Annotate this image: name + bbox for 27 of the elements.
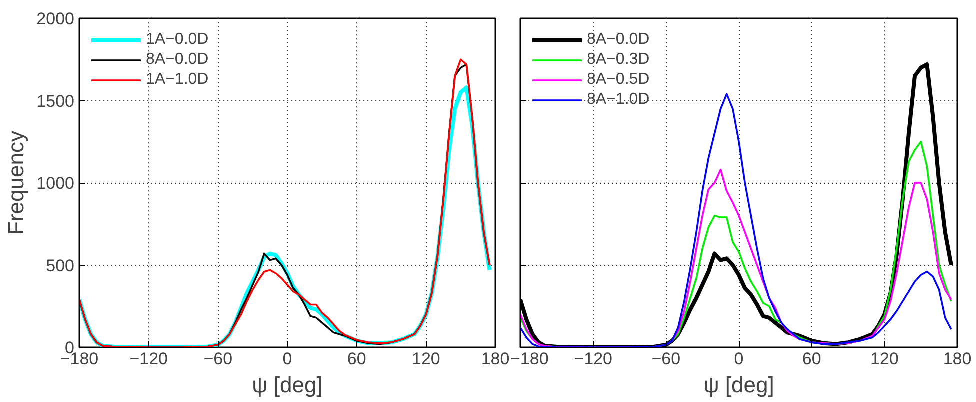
x-tick-label: 180 [481, 350, 510, 368]
y-tick-label: 2000 [36, 10, 75, 28]
y-axis-title: Frequency [4, 131, 29, 235]
legend-label: 8A−0.5D [587, 71, 650, 89]
legend-label: 8A−0.3D [587, 51, 650, 69]
y-tick-label: 1500 [36, 92, 75, 111]
x-tick-label: −60 [652, 350, 681, 368]
legend-label: 1A−0.0D [146, 31, 209, 49]
x-tick-label: 0 [282, 350, 292, 368]
x-axis-title: ψ [deg] [704, 372, 774, 398]
legend-label: 8A−1.0D [587, 91, 650, 109]
x-tick-label: −120 [574, 350, 612, 368]
x-tick-label: 60 [802, 350, 822, 368]
legend-label: 8A−0.0D [587, 31, 650, 49]
x-tick-label: 180 [943, 350, 972, 368]
y-tick-label: 1000 [36, 174, 75, 193]
x-tick-label: −180 [510, 350, 549, 368]
x-tick-label: 120 [870, 350, 899, 368]
x-tick-label: −120 [130, 350, 168, 368]
x-tick-label: −60 [204, 350, 233, 368]
x-tick-label: 60 [347, 350, 366, 368]
legend-label: 8A−0.0D [146, 51, 209, 69]
x-tick-label: 120 [412, 350, 440, 368]
legend-label: 1A−1.0D [146, 71, 209, 89]
y-tick-label: 500 [46, 256, 75, 276]
x-tick-label: 0 [734, 350, 744, 368]
x-axis-title: ψ [deg] [252, 372, 323, 398]
